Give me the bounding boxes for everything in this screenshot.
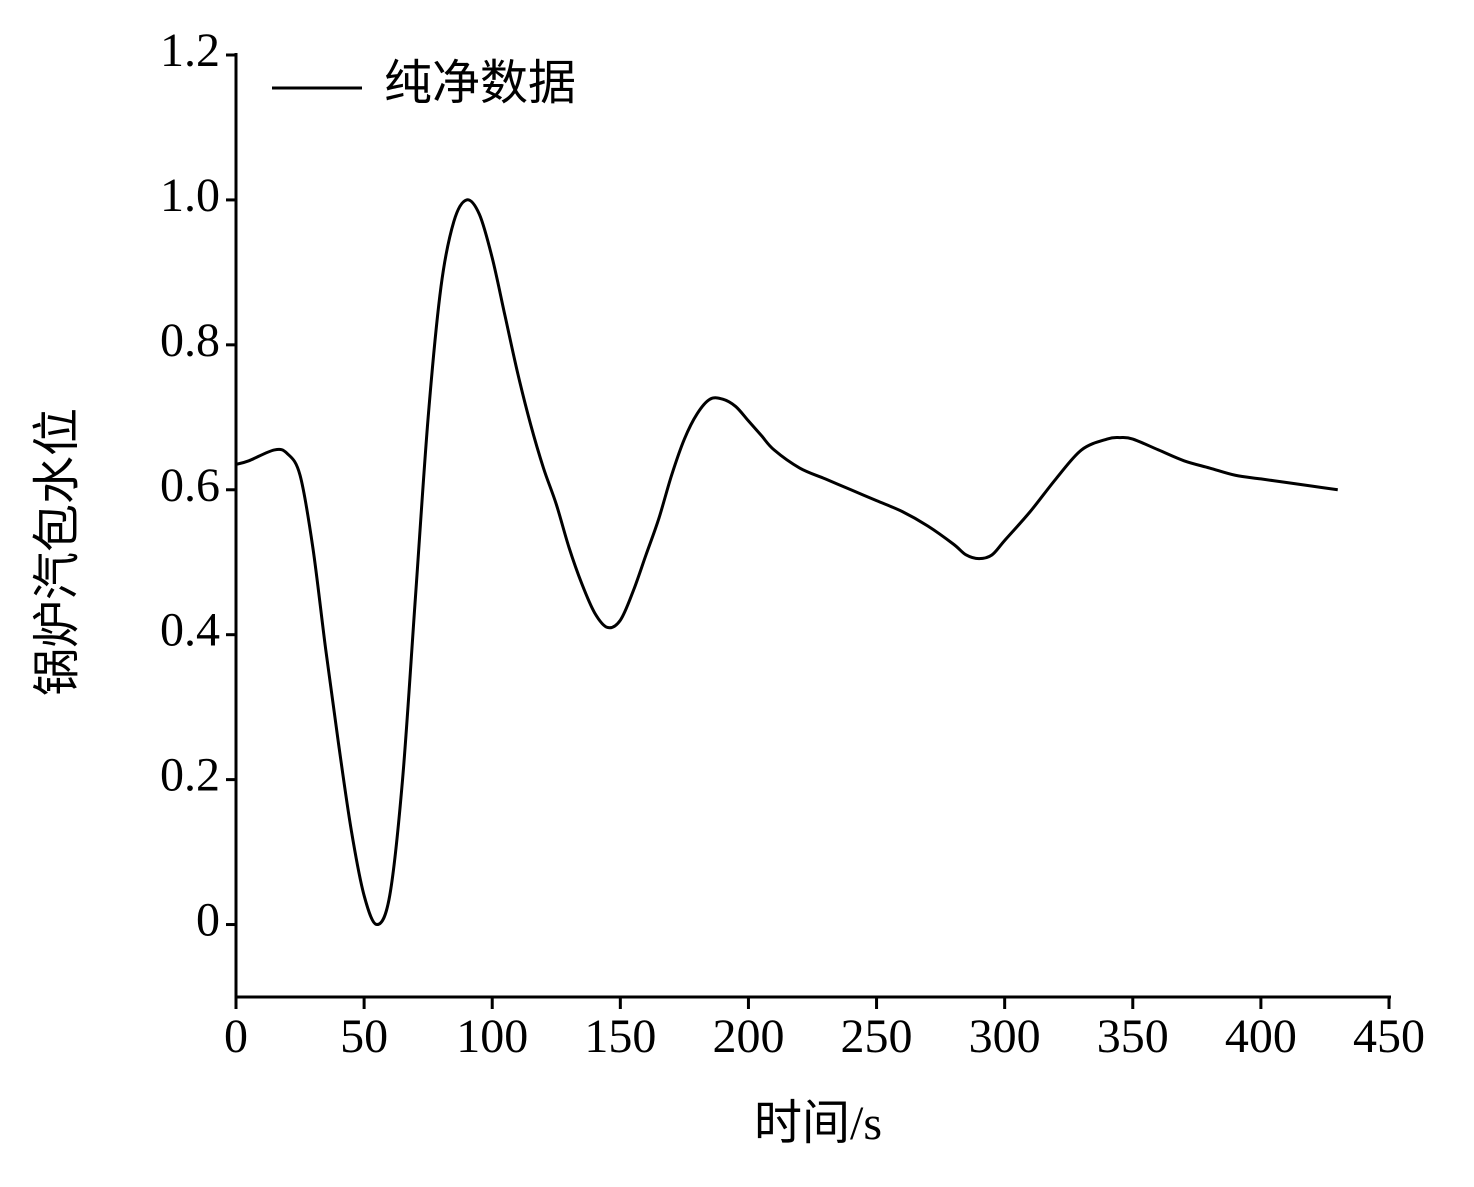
y-tick-label: 0 xyxy=(196,894,220,947)
x-axis-label: 时间/s xyxy=(754,1097,882,1150)
x-tick-label: 350 xyxy=(1097,1010,1169,1063)
y-tick-label: 1.0 xyxy=(160,169,220,222)
x-tick-label: 200 xyxy=(712,1010,784,1063)
x-tick-label: 300 xyxy=(969,1010,1041,1063)
x-tick-label: 100 xyxy=(456,1010,528,1063)
y-tick-label: 0.8 xyxy=(160,314,220,367)
y-tick-label: 0.2 xyxy=(160,749,220,802)
x-tick-label: 50 xyxy=(340,1010,388,1063)
x-tick-label: 0 xyxy=(224,1010,248,1063)
x-tick-label: 400 xyxy=(1225,1010,1297,1063)
x-tick-label: 250 xyxy=(841,1010,913,1063)
y-tick-label: 0.6 xyxy=(160,459,220,512)
data-line xyxy=(235,198,1338,927)
y-tick-label: 1.2 xyxy=(160,24,220,77)
y-axis-label: 锅炉汽包水位 xyxy=(31,408,84,696)
y-tick-label: 0.4 xyxy=(160,604,220,657)
x-tick-label: 150 xyxy=(584,1010,656,1063)
x-tick-label: 450 xyxy=(1353,1010,1425,1063)
legend-label: 纯净数据 xyxy=(384,57,576,110)
